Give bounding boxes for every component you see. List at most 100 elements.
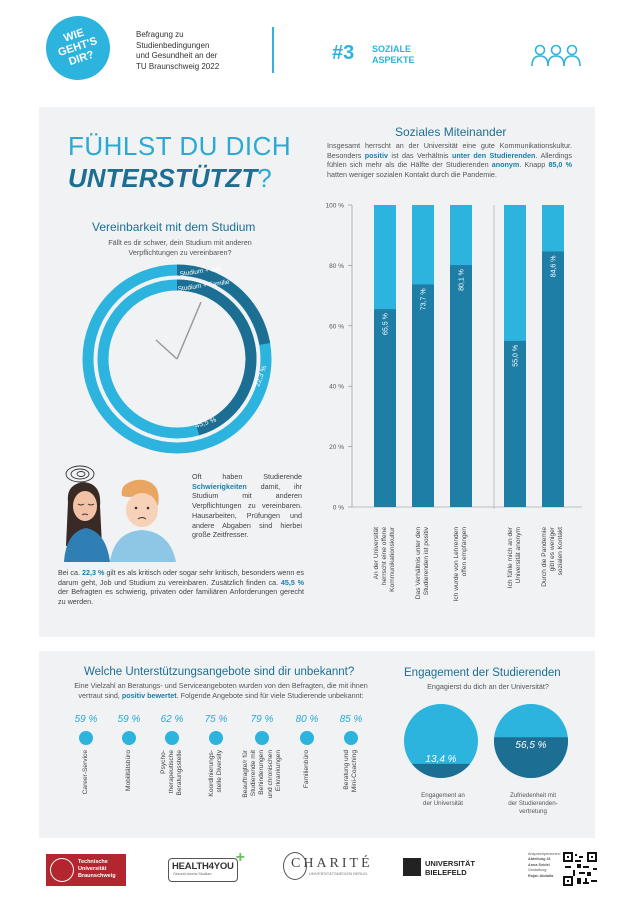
text-part: Insgesamt herrscht an der Universität ei… bbox=[327, 141, 572, 160]
health4you-subtext: Gesund durchs Studium bbox=[173, 872, 212, 876]
offer-label: Beauftragte/r für Studierende mit Behinder… bbox=[242, 750, 283, 820]
bar-category-line: Ich fühle mich an der bbox=[506, 527, 514, 589]
text-part: der Befragten es schwierig, privaten ode… bbox=[58, 587, 304, 607]
stressed-students-illustration bbox=[64, 465, 176, 562]
hero-title: FÜHLST DU DICH UNTERSTÜTZT? bbox=[68, 131, 291, 194]
offer-label-line: und chronischen bbox=[266, 750, 274, 799]
compat-text-2: Bei ca. 22,3 % gilt es als kritisch oder… bbox=[58, 568, 304, 607]
offer-label: Psycho-therapeutische Beratungsstelle bbox=[160, 750, 185, 820]
offers-title: Welche Unterstützungsangebote sind dir u… bbox=[84, 666, 355, 678]
compat-text-1: Oft haben Studierende Schwierigkeiten da… bbox=[192, 472, 302, 540]
bielefeld-mark-icon bbox=[403, 858, 421, 876]
offer-label-line: stelle Diversity bbox=[216, 750, 224, 793]
tu-seal-icon bbox=[50, 858, 74, 882]
label-line: vertretung bbox=[519, 808, 547, 816]
bar-category-line: Studierenden ist positiv bbox=[423, 527, 431, 596]
pie-engagement-value: 13,4 % bbox=[425, 754, 456, 765]
offer-dot-icon bbox=[255, 731, 269, 745]
offer-label-line: Erkrankungen bbox=[274, 750, 282, 792]
charite-text: CHARITÉ bbox=[291, 856, 373, 871]
social-title: Soziales Miteinander bbox=[395, 125, 507, 139]
text-emphasis: positiv bbox=[364, 150, 388, 160]
offer-label-line: Mini-Coaching bbox=[351, 750, 359, 793]
charite-ring-icon bbox=[283, 852, 307, 880]
text-emphasis: 22,3 % bbox=[82, 568, 105, 577]
offer-label: Beratung und Mini-Coaching bbox=[343, 750, 359, 820]
credit-line: Abteilung 41 bbox=[528, 857, 551, 862]
text-emphasis: 85,0 % bbox=[548, 160, 572, 170]
social-bar-chart: 0 % 20 % 40 % 60 % 80 % 100 % 65,5 % 73,7 % 80,1… bbox=[326, 203, 582, 512]
bar-category-label: An der Universität herrscht eine offene Ko… bbox=[373, 527, 398, 617]
text-emphasis: 45,5 % bbox=[280, 577, 304, 587]
label-line: der Universität bbox=[423, 800, 463, 808]
clock-hand-short bbox=[155, 339, 178, 360]
engagement-title: Engagement der Studierenden bbox=[404, 667, 561, 679]
bar-category-line: Kommunikationskultur bbox=[389, 527, 397, 592]
offer-percentage: 59 % bbox=[117, 714, 141, 725]
issue-number: #3 bbox=[332, 42, 355, 64]
engagement-label-2: Zufriedenheit mit der Studierenden- vert… bbox=[496, 792, 570, 816]
bar-value bbox=[542, 251, 564, 507]
pie-satisfaction-share bbox=[494, 737, 568, 778]
offer-percentage: 59 % bbox=[74, 714, 98, 725]
y-tick-label: 100 % bbox=[326, 203, 345, 210]
tu-braunschweig-logo: Technische Universität Braunschweig bbox=[46, 854, 126, 886]
offer-dot-icon bbox=[300, 731, 314, 745]
hero-qmark: ? bbox=[257, 163, 272, 193]
offer-percentage: 79 % bbox=[250, 714, 274, 725]
label-line: Engagement an bbox=[421, 792, 465, 799]
bar-value bbox=[504, 340, 526, 507]
hero-line-2: UNTERSTÜTZT? bbox=[68, 163, 291, 194]
bar-category-label: Durch die Pandemie gibt es weniger soziale… bbox=[541, 527, 566, 617]
social-intro: Insgesamt herrscht an der Universität ei… bbox=[327, 141, 572, 180]
bar-value-label: 80,1 % bbox=[459, 269, 466, 291]
text-part: . Folgende Angebote sind für viele Studi… bbox=[176, 690, 364, 700]
offers-intro: Eine Vielzahl an Beratungs- und Servicea… bbox=[62, 681, 380, 700]
text-part: Bei ca. bbox=[58, 568, 83, 577]
offer-percentage: 62 % bbox=[160, 714, 184, 725]
offer-dot-icon bbox=[209, 731, 223, 745]
subtitle-line: Studienbedingungen bbox=[136, 40, 210, 50]
text-part: ist das Verhältnis bbox=[387, 150, 452, 160]
health4you-logo: HEALTH4YOU Gesund durchs Studium + bbox=[168, 849, 245, 882]
ring-job-arc bbox=[176, 264, 271, 346]
bar-category-label: Ich wurde von Lehrenden offen empfangen bbox=[453, 527, 469, 617]
text-emphasis: unter den Studierenden bbox=[451, 150, 536, 160]
qr-code-icon[interactable] bbox=[563, 852, 597, 886]
footer: Technische Universität Braunschweig HEAL… bbox=[0, 846, 640, 906]
offer-dot-icon bbox=[165, 731, 179, 745]
clock-ring-chart: Studium + Job Studium + Familie 22,3 % 4… bbox=[82, 264, 272, 454]
text-emphasis: positiv bewertet bbox=[121, 690, 177, 700]
y-tick-label: 60 % bbox=[329, 323, 344, 330]
compat-title: Vereinbarkeit mit dem Studium bbox=[92, 220, 256, 234]
bar-value bbox=[412, 284, 434, 507]
offer-label-line: Mobilitätsbüro bbox=[124, 750, 132, 792]
bar-category-line: offen empfangen bbox=[461, 527, 469, 577]
bar-category-line: herrscht eine offene bbox=[380, 527, 388, 586]
offer-dot-icon bbox=[344, 731, 358, 745]
bar-value-label: 55,0 % bbox=[513, 345, 520, 367]
offer-label-line: Beauftragte/r für bbox=[241, 750, 249, 798]
offer-percentage: 80 % bbox=[295, 714, 319, 725]
people-group-icon bbox=[531, 44, 581, 67]
offer-label-line: Beratung und bbox=[342, 750, 350, 790]
issue-title-line: ASPEKTE bbox=[372, 55, 415, 65]
survey-subtitle: Befragung zu Studienbedingungen und Gesu… bbox=[136, 30, 219, 72]
bar-category-line: Universität anonym bbox=[515, 527, 523, 584]
hero-line-1: FÜHLST DU DICH bbox=[68, 131, 292, 161]
subtitle-line: TU Braunschweig 2022 bbox=[136, 61, 220, 71]
hero-emphasis: UNTERSTÜTZT bbox=[68, 163, 258, 193]
label-line: Zufriedenheit mit bbox=[509, 792, 557, 799]
offer-percentage: 75 % bbox=[204, 714, 228, 725]
bar-category-line: sozialen Kontakt bbox=[557, 527, 565, 576]
bar-category-label: Ich fühle mich an der Universität anonym bbox=[507, 527, 523, 617]
header: WIE GEHT'S DIR? Befragung zu Studienbedi… bbox=[0, 0, 640, 100]
bar-category-line: gibt es weniger bbox=[548, 527, 556, 572]
text-part: Eine Vielzahl an Beratungs- und Servicea… bbox=[74, 681, 368, 700]
bar-category-line: Ich wurde von Lehrenden bbox=[452, 527, 460, 602]
question-line: Fällt es dir schwer, dein Studium mit an… bbox=[108, 238, 252, 247]
offer-label-line: Koordinierungs- bbox=[207, 750, 215, 797]
text-emphasis: Schwierigkeiten bbox=[192, 481, 247, 491]
credit-line: Ansprechpersonen: bbox=[528, 852, 561, 856]
